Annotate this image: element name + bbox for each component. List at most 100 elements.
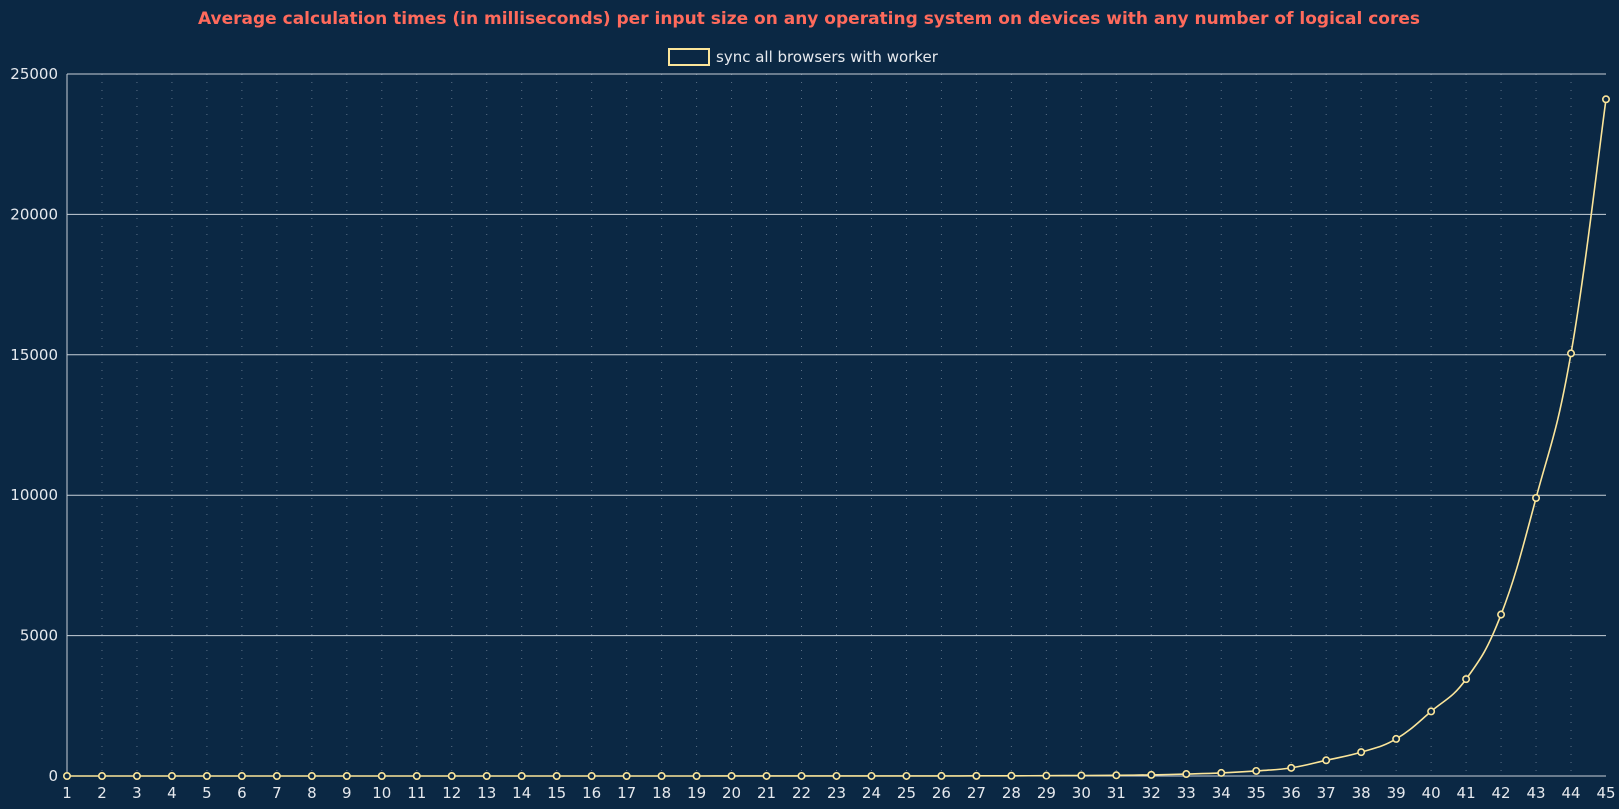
x-tick-label: 30 [1072,784,1091,802]
x-tick-label: 25 [897,784,916,802]
data-point [692,771,701,780]
data-point [1462,675,1471,684]
legend-label[interactable]: sync all browsers with worker [716,48,939,66]
x-tick-label: 1 [62,784,72,802]
x-tick-label: 42 [1492,784,1511,802]
x-tick-label: 19 [687,784,706,802]
x-tick-label: 40 [1422,784,1441,802]
data-point [517,771,526,780]
data-point [972,771,981,780]
x-tick-label: 27 [967,784,986,802]
data-point [1077,771,1086,780]
data-point [1007,771,1016,780]
x-tick-label: 7 [272,784,282,802]
data-point [482,771,491,780]
data-point [902,771,911,780]
y-tick-label: 5000 [20,627,58,645]
x-tick-label: 12 [442,784,461,802]
data-point [1252,766,1261,775]
y-tick-label: 0 [48,767,58,785]
data-point [937,771,946,780]
data-point [1392,734,1401,743]
data-point [1427,707,1436,716]
data-point [832,771,841,780]
data-point [1322,756,1331,765]
x-tick-label: 4 [167,784,177,802]
data-point [657,771,666,780]
data-point [167,771,176,780]
data-point [132,771,141,780]
x-tick-label: 45 [1596,784,1615,802]
x-tick-label: 37 [1317,784,1336,802]
x-tick-label: 38 [1352,784,1371,802]
x-tick-label: 28 [1002,784,1021,802]
y-tick-label: 25000 [10,65,58,83]
data-point [1112,771,1121,780]
x-tick-label: 43 [1526,784,1545,802]
data-point [1147,770,1156,779]
data-point [97,771,106,780]
x-tick-label: 9 [342,784,352,802]
x-tick-label: 5 [202,784,212,802]
data-point [762,771,771,780]
data-point [202,771,211,780]
x-tick-label: 6 [237,784,247,802]
x-tick-label: 32 [1142,784,1161,802]
data-point [412,771,421,780]
data-point [1182,770,1191,779]
x-tick-label: 10 [372,784,391,802]
x-tick-label: 8 [307,784,317,802]
x-tick-label: 29 [1037,784,1056,802]
x-tick-label: 36 [1282,784,1301,802]
x-tick-label: 17 [617,784,636,802]
data-point [1497,610,1506,619]
x-tick-label: 33 [1177,784,1196,802]
data-point [1287,763,1296,772]
x-tick-label: 34 [1212,784,1231,802]
data-point [342,771,351,780]
legend[interactable]: sync all browsers with worker [668,48,939,66]
x-tick-label: 39 [1387,784,1406,802]
data-point [1217,768,1226,777]
x-tick-label: 16 [582,784,601,802]
y-tick-label: 10000 [10,486,58,504]
y-tick-label: 20000 [10,205,58,223]
data-point [797,771,806,780]
data-point [1532,494,1541,503]
x-tick-label: 23 [827,784,846,802]
data-point [307,771,316,780]
data-point [867,771,876,780]
grid-layer [67,73,1606,776]
legend-swatch[interactable] [668,48,710,66]
chart-title: Average calculation times (in millisecon… [198,9,1420,29]
data-point [1042,771,1051,780]
x-tick-label: 18 [652,784,671,802]
x-tick-label: 20 [722,784,741,802]
x-tick-label: 3 [132,784,142,802]
x-tick-label: 44 [1561,784,1580,802]
data-point [587,771,596,780]
x-tick-label: 24 [862,784,881,802]
data-point [272,771,281,780]
x-tick-label: 22 [792,784,811,802]
data-point [62,771,71,780]
data-point [447,771,456,780]
x-tick-label: 11 [407,784,426,802]
data-point [727,771,736,780]
x-tick-label: 35 [1247,784,1266,802]
x-tick-label: 41 [1457,784,1476,802]
x-tick-label: 13 [477,784,496,802]
data-point [377,771,386,780]
y-tick-label: 15000 [10,346,58,364]
x-tick-label: 2 [97,784,107,802]
x-tick-label: 21 [757,784,776,802]
data-point [1357,748,1366,757]
series-layer [62,95,1611,780]
data-point [1602,95,1611,104]
data-point [237,771,246,780]
x-tick-label: 14 [512,784,531,802]
data-point [1567,349,1576,358]
